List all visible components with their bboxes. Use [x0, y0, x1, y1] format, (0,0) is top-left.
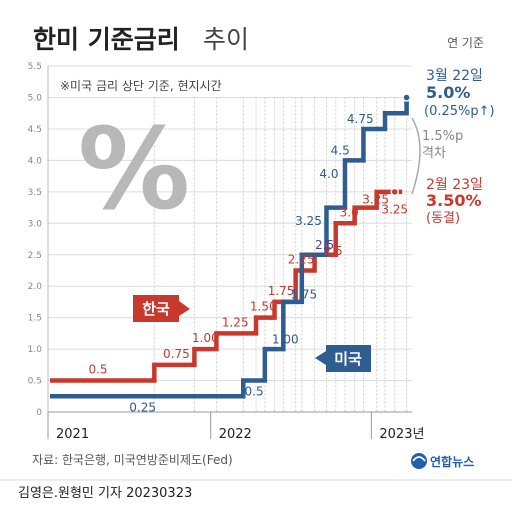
x-tick-label: 2022	[219, 427, 252, 442]
value-label: 0.5	[88, 363, 107, 377]
value-label: 1.00	[192, 331, 219, 345]
x-axis: 2021 2022 2023년	[47, 412, 424, 442]
yonhap-logo-mark	[412, 456, 426, 462]
us-tag-bg	[326, 345, 371, 372]
us-annotation-value: 5.0%	[426, 83, 470, 102]
value-label: 1.75	[290, 287, 317, 301]
gap-annotation: 1.5%p 격차	[422, 129, 463, 161]
y-tick-label: 5.5	[28, 62, 42, 72]
chart-subtitle: 추이	[203, 25, 249, 54]
y-tick-label: 3.0	[28, 219, 43, 229]
value-label: 2.5	[324, 244, 343, 258]
yonhap-logo-icon	[411, 453, 427, 469]
korea-tag-label: 한국	[142, 300, 170, 318]
value-label: 4.0	[319, 167, 338, 181]
korea-annotation-change: (동결)	[426, 211, 460, 226]
value-label: 0.5	[245, 385, 264, 399]
y-tick-label: 2.5	[28, 251, 42, 261]
y-axis: 0 0.5 1.0 1.5 2.0 2.5 3.0 3.5 4.0 4.5 5.0 5.5	[28, 62, 43, 418]
y-tick-label: 4.5	[28, 125, 42, 135]
us-annotation-date: 3월 22일	[426, 68, 483, 84]
chart-note: ※미국 금리 상단 기준, 현지시간	[60, 79, 222, 93]
y-tick-label: 1.5	[28, 314, 42, 324]
value-labels: 0.50.751.001.251.501.752.252.53.03.250.2…	[88, 112, 408, 414]
yonhap-logo: 연합뉴스	[411, 453, 474, 469]
y-tick-label: 0	[36, 408, 42, 418]
korea-tag: 한국	[133, 295, 190, 322]
value-label: 3.25	[381, 203, 408, 217]
value-label: 0.75	[163, 347, 190, 361]
value-label: 4.75	[347, 112, 374, 126]
y-tick-label: 0.5	[28, 377, 42, 387]
yonhap-logo-text: 연합뉴스	[430, 454, 474, 469]
value-label: 1.75	[268, 284, 295, 298]
credit-line: 김영은.원형민 기자 20230323	[18, 486, 192, 501]
value-label: 2.25	[288, 252, 315, 266]
value-label: 1.25	[222, 315, 249, 329]
value-label: 3.25	[362, 193, 389, 207]
value-label: 3.0	[340, 205, 359, 219]
us-tag-label: 미국	[334, 350, 362, 368]
value-label: 4.5	[331, 143, 350, 157]
x-tick-label: 2023년	[379, 427, 424, 442]
korea-endpoint-marker	[390, 187, 399, 197]
value-label: 0.25	[129, 400, 156, 414]
korea-tag-pointer	[179, 301, 190, 316]
korea-tag-bg	[133, 295, 179, 322]
unit-label: 연 기준	[447, 36, 484, 50]
y-tick-label: 2.0	[28, 282, 43, 292]
gap-value: 1.5%p	[422, 129, 463, 144]
series-lines	[50, 93, 411, 399]
gridlines	[47, 65, 412, 439]
us-tag-pointer	[315, 351, 326, 365]
chart-title: 한미 기준금리	[33, 25, 180, 54]
value-label: 1.50	[250, 300, 277, 314]
value-label-shared: 2.5	[315, 238, 334, 252]
y-tick-label: 5.0	[28, 94, 43, 104]
value-label: 3.25	[295, 214, 322, 228]
korea-annotation-value: 3.50%	[426, 191, 482, 210]
percent-icon: %	[78, 105, 190, 235]
gap-bracket	[411, 117, 421, 195]
us-tag: 미국	[315, 345, 371, 372]
series-line	[50, 97, 409, 399]
us-annotation-change: (0.25%p↑)	[424, 104, 495, 119]
value-label: 1.00	[272, 333, 299, 347]
us-annotation: 3월 22일 5.0% (0.25%p↑)	[424, 68, 495, 119]
y-tick-label: 3.5	[28, 188, 42, 198]
us-endpoint-marker	[402, 93, 411, 102]
y-tick-label: 4.0	[28, 156, 43, 166]
korea-annotation: 2월 23일 3.50% (동결)	[426, 177, 483, 226]
x-tick-label: 2021	[56, 427, 89, 442]
gap-label: 격차	[422, 146, 446, 161]
source-note: 자료: 한국은행, 미국연방준비제도(Fed)	[32, 452, 233, 467]
y-tick-label: 1.0	[28, 345, 43, 355]
korea-annotation-date: 2월 23일	[426, 177, 483, 193]
